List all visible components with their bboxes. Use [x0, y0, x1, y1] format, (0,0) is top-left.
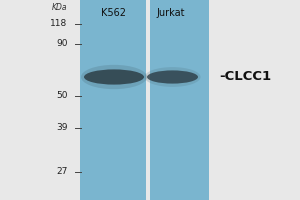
Ellipse shape [145, 67, 201, 87]
Ellipse shape [147, 70, 198, 84]
Text: K562: K562 [101, 8, 127, 18]
Ellipse shape [81, 65, 147, 89]
Text: 50: 50 [56, 92, 68, 100]
Text: 39: 39 [56, 123, 68, 132]
Text: 27: 27 [56, 168, 68, 176]
Text: KDa: KDa [52, 3, 68, 12]
Text: Jurkat: Jurkat [157, 8, 185, 18]
Text: -CLCC1: -CLCC1 [219, 71, 271, 84]
Bar [150, 0, 208, 200]
Text: 90: 90 [56, 40, 68, 48]
Text: 118: 118 [50, 20, 68, 28]
Ellipse shape [84, 69, 144, 85]
Bar [80, 0, 146, 200]
